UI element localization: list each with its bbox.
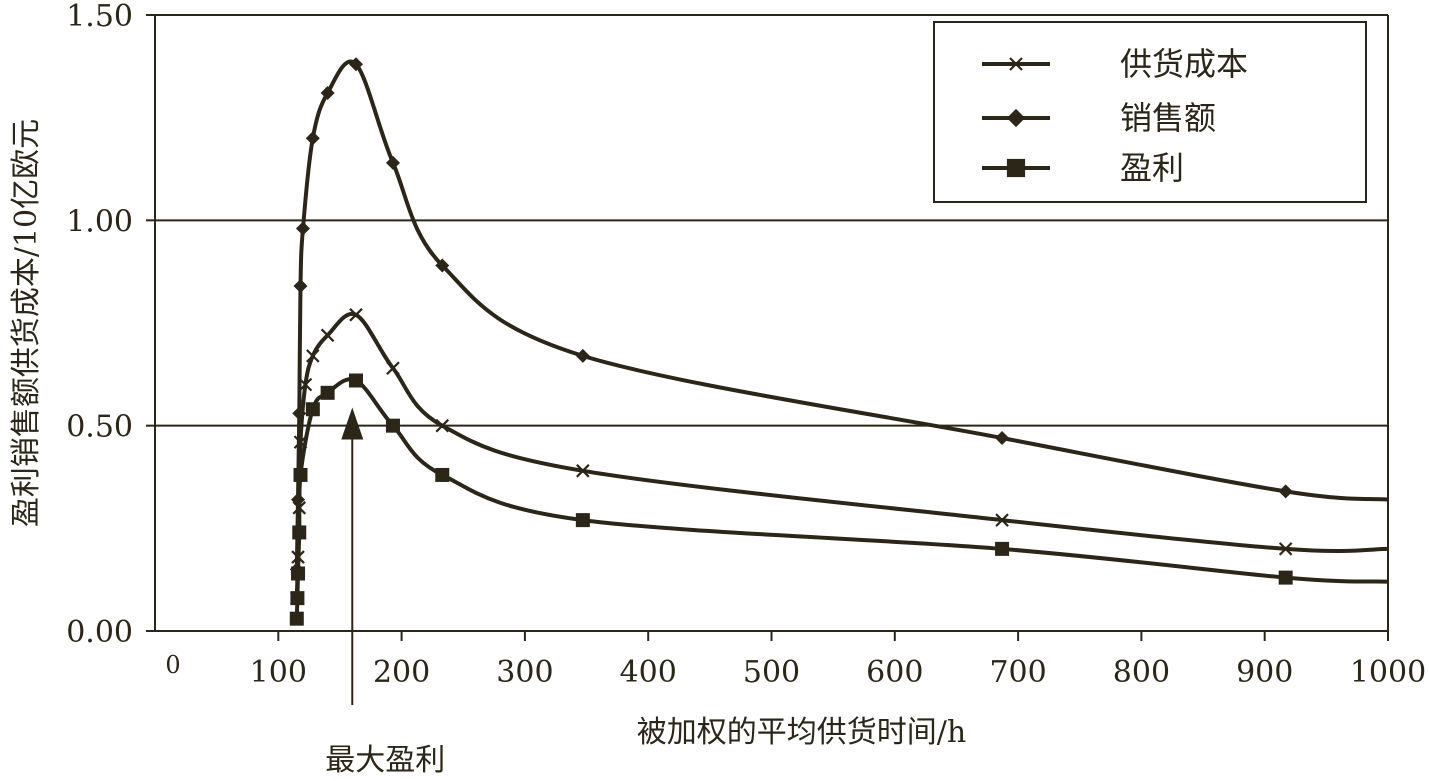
data-point-2-10 bbox=[575, 513, 590, 528]
data-point-1-11 bbox=[995, 430, 1010, 445]
data-point-2-0 bbox=[289, 611, 304, 626]
data-point-1-6 bbox=[320, 86, 335, 101]
data-point-0-4 bbox=[298, 377, 313, 392]
x-axis-title: 被加权的平均供货时间/h bbox=[637, 715, 966, 750]
data-point-1-10 bbox=[575, 348, 590, 363]
legend-label-0: 供货成本 bbox=[1120, 45, 1248, 83]
data-point-2-11 bbox=[995, 541, 1010, 556]
series-markers bbox=[289, 57, 1293, 626]
axes: 0.00 0.50 1.00 1.50 0 100 200 300 400 500 600 700 80… bbox=[66, 0, 1426, 690]
y-tick-label-0: 0.00 bbox=[66, 615, 133, 650]
data-point-2-12 bbox=[1278, 570, 1293, 585]
data-point-1-12 bbox=[1278, 484, 1293, 499]
data-point-1-9 bbox=[435, 258, 450, 273]
legend-label-1: 销售额 bbox=[1120, 99, 1216, 137]
data-point-2-6 bbox=[320, 385, 335, 400]
annotation-arrowhead bbox=[341, 407, 364, 440]
data-point-2-4 bbox=[293, 467, 308, 482]
x-tick-label-4: 400 bbox=[620, 655, 677, 690]
y-tick-label-1: 0.50 bbox=[66, 410, 133, 445]
series-line-2 bbox=[294, 377, 1389, 619]
data-point-2-3 bbox=[292, 525, 307, 540]
data-point-0-8 bbox=[386, 361, 400, 375]
data-point-0-1 bbox=[291, 550, 305, 564]
x-tick-label-1: 100 bbox=[250, 655, 307, 690]
y-axis-title: 盈利销售额供货成本/10亿欧元 bbox=[9, 119, 44, 527]
x-tick-label-8: 800 bbox=[1113, 655, 1170, 690]
x-tick-label-9: 900 bbox=[1236, 655, 1293, 690]
series-line-0 bbox=[294, 311, 1389, 599]
data-point-2-5 bbox=[305, 402, 320, 417]
x-tick-label-5: 500 bbox=[743, 655, 800, 690]
legend-marker-0 bbox=[1009, 57, 1023, 71]
data-point-0-12 bbox=[1278, 542, 1293, 556]
y-tick-label-2: 1.00 bbox=[66, 204, 133, 239]
data-point-2-7 bbox=[348, 373, 363, 388]
data-point-1-8 bbox=[385, 155, 400, 170]
grid-lines bbox=[155, 14, 1388, 427]
legend-box bbox=[933, 21, 1367, 203]
data-point-1-7 bbox=[348, 57, 363, 72]
data-point-1-3 bbox=[293, 279, 308, 294]
data-point-1-5 bbox=[305, 131, 320, 146]
y-tick-label-3: 1.50 bbox=[66, 0, 133, 34]
series-line-1 bbox=[294, 59, 1389, 570]
annotation-label: 最大盈利 bbox=[325, 743, 445, 777]
data-point-0-7 bbox=[349, 308, 363, 322]
data-point-1-2 bbox=[292, 406, 307, 421]
x-tick-label-7: 700 bbox=[989, 655, 1046, 690]
data-point-0-6 bbox=[320, 328, 335, 343]
data-point-0-3 bbox=[293, 435, 308, 449]
data-point-0-11 bbox=[995, 513, 1009, 527]
data-point-2-2 bbox=[291, 566, 306, 581]
max-profit-annotation: 最大盈利 bbox=[325, 407, 445, 778]
data-point-0-10 bbox=[576, 464, 590, 478]
x-tick-label-2: 200 bbox=[373, 655, 430, 690]
data-point-2-1 bbox=[290, 591, 305, 606]
data-point-1-1 bbox=[291, 492, 306, 507]
data-point-1-4 bbox=[295, 221, 310, 236]
data-point-0-9 bbox=[435, 418, 450, 433]
data-point-2-9 bbox=[435, 467, 450, 482]
legend-label-2: 盈利 bbox=[1120, 149, 1184, 187]
data-point-2-8 bbox=[385, 418, 400, 433]
x-tick-label-3: 300 bbox=[496, 655, 553, 690]
legend-marker-1 bbox=[1006, 108, 1026, 128]
data-point-0-5 bbox=[306, 349, 320, 363]
legend-marker-2 bbox=[1006, 158, 1026, 178]
x-tick-label-10: 1000 bbox=[1350, 655, 1426, 690]
x-tick-label-6: 600 bbox=[866, 655, 923, 690]
x-tick-label-0: 0 bbox=[165, 651, 180, 679]
